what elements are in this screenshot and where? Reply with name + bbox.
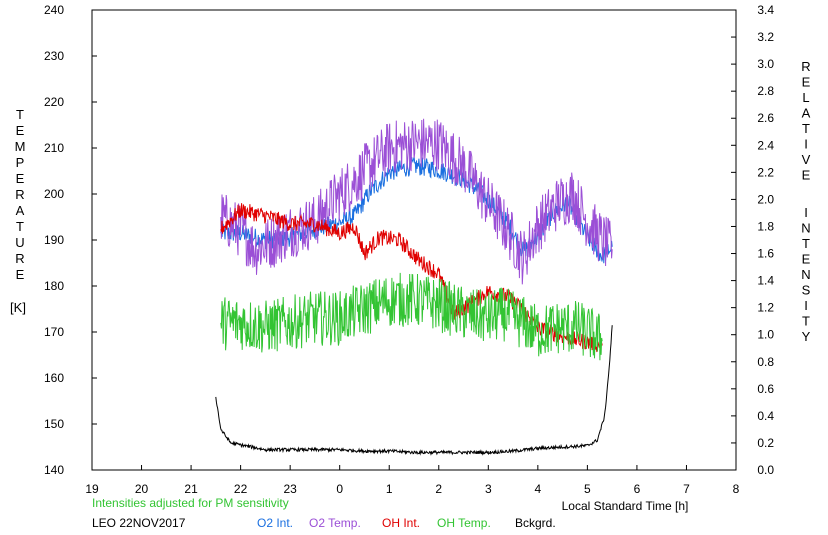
right-axis-label-letter: L xyxy=(802,90,809,105)
x-tick-label: 7 xyxy=(683,482,690,496)
right-tick-label: 3.2 xyxy=(757,30,774,44)
right-axis-label-letter: S xyxy=(802,283,811,298)
legend-item-oh-temp: OH Temp. xyxy=(437,516,491,530)
right-axis-label-letter: I xyxy=(804,298,808,313)
sensitivity-note: Intensities adjusted for PM sensitivity xyxy=(92,496,289,510)
left-axis: 140 150 160 170 180 190 200 210 220 230 240 xyxy=(44,3,97,477)
x-tick-label: 22 xyxy=(234,482,248,496)
right-axis-label-letter: N xyxy=(801,221,810,236)
series-line-oh-temp xyxy=(220,272,603,361)
legend: O2 Int. O2 Temp. OH Int. OH Temp. Bckgrd. xyxy=(257,516,556,530)
right-axis-label-letter: V xyxy=(802,152,811,167)
right-axis-label-letter: A xyxy=(802,106,811,121)
right-axis-label-letter: E xyxy=(802,252,811,267)
legend-item-o2-temp: O2 Temp. xyxy=(309,516,361,530)
right-tick-label: 1.0 xyxy=(757,328,774,342)
plot-frame xyxy=(91,9,737,471)
x-axis-label: Local Standard Time [h] xyxy=(562,499,689,513)
right-tick-label: 1.6 xyxy=(757,247,774,261)
x-tick-label: 2 xyxy=(435,482,442,496)
left-tick-label: 180 xyxy=(44,279,64,293)
left-tick-label: 200 xyxy=(44,187,64,201)
right-tick-label: 2.6 xyxy=(757,111,774,125)
x-tick-label: 8 xyxy=(733,482,740,496)
right-tick-label: 3.4 xyxy=(757,3,774,17)
series-layer xyxy=(215,118,613,456)
left-axis-label-letter: A xyxy=(16,203,25,218)
right-axis-label-letter: T xyxy=(802,314,810,329)
legend-item-o2-int: O2 Int. xyxy=(257,516,293,530)
right-axis-label-letter: T xyxy=(802,121,810,136)
right-axis-label-letter: I xyxy=(804,205,808,220)
left-axis-label-letter: P xyxy=(16,155,25,170)
left-axis-label-letter: T xyxy=(16,219,24,234)
left-tick-label: 210 xyxy=(44,141,64,155)
left-tick-label: 170 xyxy=(44,325,64,339)
x-tick-label: 4 xyxy=(535,482,542,496)
left-axis-unit: [K] xyxy=(10,300,26,315)
left-axis-label-letter: E xyxy=(16,267,25,282)
left-axis-label-letter: R xyxy=(15,187,24,202)
left-tick-label: 240 xyxy=(44,3,64,17)
station-date: LEO 22NOV2017 xyxy=(92,516,186,530)
x-tick-label: 23 xyxy=(283,482,297,496)
right-tick-label: 0.4 xyxy=(757,409,774,423)
right-axis: 0.0 0.2 0.4 0.6 0.8 1.0 1.2 1.4 1.6 1.8 2.0 2.2 2.4 2… xyxy=(731,3,774,477)
series-line-bckgrd xyxy=(215,325,613,456)
x-tick-label: 20 xyxy=(135,482,149,496)
x-axis: 19 20 21 22 23 0 1 2 3 4 5 6 7 8 xyxy=(85,465,740,496)
legend-item-oh-int: OH Int. xyxy=(382,516,420,530)
right-tick-label: 0.2 xyxy=(757,436,774,450)
right-tick-label: 1.2 xyxy=(757,301,774,315)
x-tick-label: 3 xyxy=(485,482,492,496)
x-tick-label: 5 xyxy=(584,482,591,496)
left-axis-label-letter: E xyxy=(16,123,25,138)
right-tick-label: 2.8 xyxy=(757,84,774,98)
right-tick-label: 0.8 xyxy=(757,355,774,369)
right-tick-label: 2.0 xyxy=(757,192,774,206)
right-axis-label-letter: N xyxy=(801,267,810,282)
left-tick-label: 220 xyxy=(44,95,64,109)
right-tick-label: 0.0 xyxy=(757,463,774,477)
x-tick-label: 6 xyxy=(634,482,641,496)
right-tick-label: 1.8 xyxy=(757,219,774,233)
left-axis-label-letter: R xyxy=(15,251,24,266)
right-axis-label-letter: T xyxy=(802,236,810,251)
right-tick-label: 1.4 xyxy=(757,274,774,288)
left-tick-label: 230 xyxy=(44,49,64,63)
left-axis-label-letter: T xyxy=(16,107,24,122)
right-tick-label: 2.2 xyxy=(757,165,774,179)
right-tick-label: 2.4 xyxy=(757,138,774,152)
right-tick-label: 3.0 xyxy=(757,57,774,71)
left-axis-label-letter: E xyxy=(16,171,25,186)
x-tick-label: 0 xyxy=(336,482,343,496)
legend-item-bckgrd: Bckgrd. xyxy=(515,516,556,530)
x-tick-label: 19 xyxy=(85,482,99,496)
right-axis-label-letter: Y xyxy=(802,329,811,344)
right-tick-label: 0.6 xyxy=(757,382,774,396)
right-axis-label-letter: R xyxy=(801,59,810,74)
right-axis-label-letter: I xyxy=(804,137,808,152)
right-axis-label-letter: E xyxy=(802,75,811,90)
left-tick-label: 150 xyxy=(44,417,64,431)
left-tick-label: 140 xyxy=(44,463,64,477)
left-tick-label: 190 xyxy=(44,233,64,247)
left-tick-label: 160 xyxy=(44,371,64,385)
left-axis-label-letter: M xyxy=(15,139,26,154)
right-axis-label-letter: E xyxy=(802,168,811,183)
left-axis-label-letter: U xyxy=(15,235,24,250)
x-tick-label: 21 xyxy=(184,482,198,496)
x-tick-label: 1 xyxy=(386,482,393,496)
